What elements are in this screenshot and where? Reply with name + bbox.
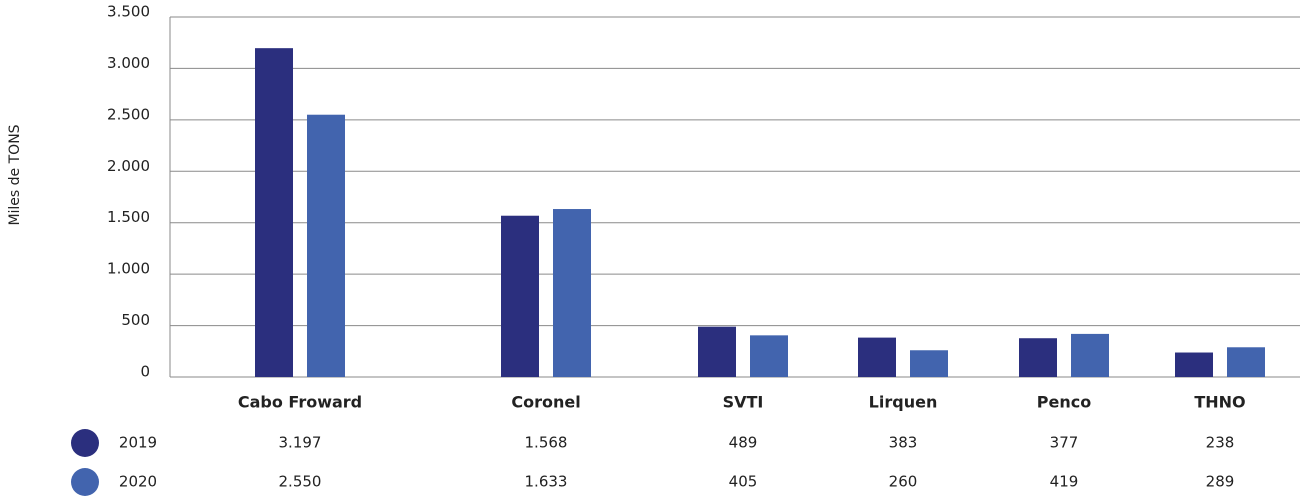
bar	[750, 335, 788, 377]
x-tick-label: SVTI	[723, 393, 764, 412]
table-value: 419	[1050, 473, 1079, 491]
x-tick-label: Lirquen	[869, 393, 938, 412]
bar	[501, 215, 539, 377]
table-value: 405	[729, 473, 758, 491]
x-tick-label: Penco	[1037, 393, 1091, 412]
y-tick-label: 2.000	[107, 157, 150, 175]
x-tick-label: THNO	[1194, 393, 1245, 412]
table-value: 489	[729, 434, 758, 452]
table-value: 383	[889, 434, 918, 452]
bar	[255, 48, 293, 378]
y-tick-label: 1.000	[107, 260, 150, 278]
table-value: 377	[1050, 434, 1079, 452]
y-tick-label: 500	[121, 311, 150, 329]
table-value: 1.568	[525, 434, 568, 452]
table-value: 289	[1206, 473, 1235, 491]
bar	[553, 209, 591, 377]
legend-swatch	[71, 429, 99, 457]
table-value: 2.550	[279, 473, 322, 491]
legend-swatch	[71, 468, 99, 496]
bar	[1071, 333, 1109, 377]
table-value: 238	[1206, 434, 1235, 452]
x-tick-label: Coronel	[511, 393, 580, 412]
y-tick-label: 2.500	[107, 105, 150, 123]
y-tick-label: 3.500	[107, 3, 150, 21]
legend-label: 2020	[119, 473, 157, 491]
y-tick-label: 0	[140, 363, 150, 381]
legend-label: 2019	[119, 434, 157, 452]
bar	[910, 350, 948, 377]
table-value: 3.197	[279, 434, 322, 452]
y-axis-label: Miles de TONS	[7, 124, 23, 225]
bar	[698, 326, 736, 377]
x-tick-label: Cabo Froward	[238, 393, 362, 412]
y-tick-label: 1.500	[107, 208, 150, 226]
bar	[858, 337, 896, 377]
y-tick-label: 3.000	[107, 54, 150, 72]
bar	[1175, 352, 1213, 377]
bar	[1227, 347, 1265, 377]
bar	[307, 114, 345, 377]
table-value: 1.633	[525, 473, 568, 491]
bar	[1019, 338, 1057, 377]
table-value: 260	[889, 473, 918, 491]
